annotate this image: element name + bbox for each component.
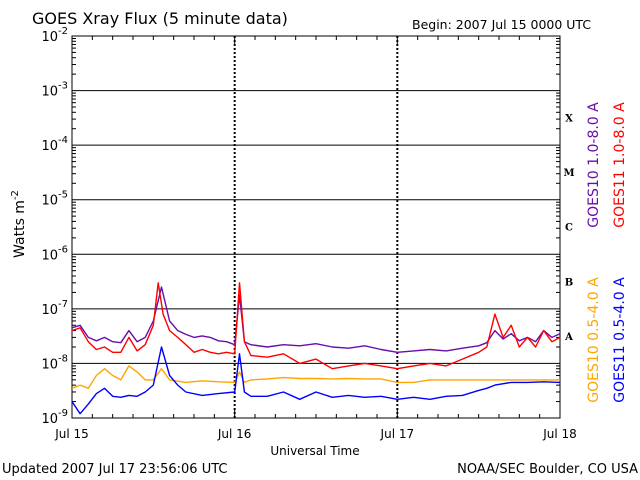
- chart-title: GOES Xray Flux (5 minute data): [32, 9, 288, 28]
- series-line-2: [71, 282, 561, 370]
- y-axis-label: Watts m-2: [10, 190, 28, 258]
- y-tick-label: 10-7: [41, 299, 68, 318]
- y-axis: 10-9 10-8 10-7 10-6 10-5 10-4 10-3 10-2: [41, 26, 68, 427]
- y-tick-label: 10-9: [41, 408, 68, 427]
- x-tick-label: Jul 18: [542, 427, 577, 441]
- footer-updated: Updated 2007 Jul 17 23:56:06 UTC: [2, 462, 227, 477]
- flare-class-a: A: [564, 332, 573, 343]
- series-lines: [71, 282, 561, 415]
- y-tick-label: 10-4: [41, 135, 68, 154]
- flare-class-x: X: [565, 114, 573, 125]
- flare-class-c: C: [565, 223, 573, 234]
- y-tick-label: 10-5: [41, 190, 68, 209]
- legend-entry-3: GOES10 0.5-4.0 A: [586, 277, 602, 403]
- flare-class-b: B: [565, 277, 573, 288]
- x-tick-label: Jul 16: [217, 427, 252, 441]
- y-tick-label: 10-2: [41, 26, 68, 45]
- footer-credit: NOAA/SEC Boulder, CO USA: [457, 462, 638, 477]
- y-tick-label: 10-8: [41, 353, 68, 372]
- legend-entry-1: GOES10 1.0-8.0 A: [586, 102, 602, 228]
- flare-class-m: M: [563, 168, 574, 179]
- plot-area: [71, 35, 561, 419]
- legend-entry-2: GOES11 1.0-8.0 A: [612, 102, 628, 228]
- x-axis: Jul 15 Jul 16 Jul 17 Jul 18: [54, 427, 577, 441]
- series-line-3: [71, 365, 560, 389]
- y-tick-label: 10-6: [41, 244, 68, 263]
- x-axis-label: Universal Time: [270, 444, 359, 458]
- x-tick-label: Jul 15: [54, 427, 89, 441]
- x-tick-label: Jul 17: [380, 427, 415, 441]
- flare-class-labels: A B C M X: [563, 114, 574, 343]
- legend: GOES10 1.0-8.0 A GOES11 1.0-8.0 A GOES10 0…: [586, 102, 628, 403]
- plot-frame: [71, 35, 561, 419]
- y-tick-label: 10-3: [41, 81, 68, 100]
- begin-label: Begin: 2007 Jul 15 0000 UTC: [412, 17, 591, 32]
- series-line-4: [71, 346, 561, 415]
- legend-entry-4: GOES11 0.5-4.0 A: [612, 277, 628, 403]
- series-line-1: [71, 286, 561, 353]
